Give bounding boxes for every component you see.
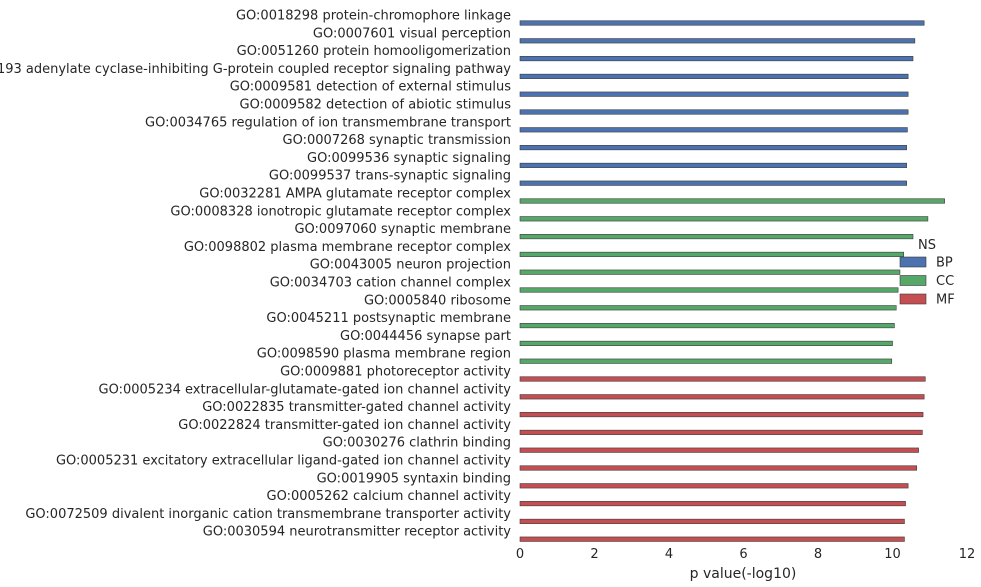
bar-bp — [519, 109, 909, 115]
category-label: GO:0005262 calcium channel activity — [267, 489, 512, 504]
legend-swatch-cc — [899, 275, 927, 286]
x-tick-label: 12 — [959, 547, 976, 562]
bar-mf — [519, 465, 918, 471]
x-tick-label: 4 — [665, 547, 673, 562]
bar-bp — [519, 91, 909, 97]
category-label: GO:0007601 visual perception — [313, 26, 511, 41]
category-label: GO:0051260 protein homooligomerization — [237, 44, 511, 59]
category-label: GO:0005840 ribosome — [364, 293, 511, 308]
bar-mf — [519, 447, 919, 453]
category-label: GO:0018298 protein-chromophore linkage — [236, 9, 511, 24]
x-axis-ticks: 0 2 4 6 8 10 12 — [516, 547, 975, 562]
category-label: GO:0009581 detection of external stimulu… — [230, 80, 512, 95]
legend-label-mf: MF — [936, 293, 955, 308]
bar-bp — [519, 20, 925, 26]
category-label: GO:0034765 regulation of ion transmembra… — [145, 115, 511, 130]
category-label: GO:0043005 neuron projection — [310, 258, 511, 273]
bar-mf — [519, 483, 909, 489]
x-axis-title: p value(-log10) — [690, 566, 797, 582]
legend-label-cc: CC — [936, 274, 954, 289]
bar-bp — [519, 180, 907, 186]
category-label: GO:0007268 synaptic transmission — [283, 133, 511, 148]
bar-bp — [519, 145, 907, 151]
bar-cc — [519, 251, 904, 257]
bar-mf — [519, 536, 905, 542]
category-label: GO:0099536 synaptic signaling — [307, 151, 511, 166]
bar-bp — [519, 38, 916, 44]
category-label: GO:0022835 transmitter-gated channel act… — [202, 400, 511, 415]
bar-mf — [519, 501, 906, 507]
category-label: GO:0098802 plasma membrane receptor comp… — [184, 240, 511, 255]
x-tick-label: 10 — [884, 547, 901, 562]
bar-mf — [519, 394, 925, 400]
category-label: GO:0045211 postsynaptic membrane — [266, 311, 511, 326]
bar-cc — [519, 287, 899, 293]
category-labels: GO:0018298 protein-chromophore linkage GO… — [0, 9, 511, 540]
category-label: GO:0030276 clathrin binding — [323, 436, 511, 451]
category-label: GO:0099537 trans-synaptic signaling — [269, 169, 511, 184]
bar-bp — [519, 162, 907, 168]
category-label: GO:0007193 adenylate cyclase-inhibiting … — [0, 62, 511, 77]
category-label: GO:0019905 syntaxin binding — [317, 471, 511, 486]
bar-cc — [519, 269, 901, 275]
bar-cc — [519, 216, 929, 222]
category-label: GO:0005231 excitatory extracellular liga… — [56, 454, 511, 469]
bar-cc — [519, 234, 914, 240]
bar-bp — [519, 56, 914, 62]
bar-mf — [519, 429, 923, 435]
legend-swatch-mf — [899, 293, 927, 305]
bar-mf — [519, 518, 905, 524]
bar-cc — [519, 198, 945, 204]
category-label: GO:0008328 ionotropic glutamate receptor… — [170, 204, 511, 219]
bar-cc — [519, 340, 893, 346]
x-tick-label: 8 — [814, 547, 822, 562]
category-label: GO:0032281 AMPA glutamate receptor compl… — [199, 187, 511, 202]
bar-cc — [519, 305, 897, 311]
x-tick-label: 0 — [516, 547, 524, 562]
category-label: GO:0072509 divalent inorganic cation tra… — [25, 507, 511, 522]
bar-mf — [519, 412, 924, 418]
category-label: GO:0022824 transmitter-gated ion channel… — [178, 418, 511, 433]
category-label: GO:0009582 detection of abiotic stimulus — [240, 98, 512, 113]
category-label: GO:0097060 synaptic membrane — [294, 222, 511, 237]
bar-cc — [519, 358, 893, 364]
category-label: GO:0030594 neurotransmitter receptor act… — [203, 525, 512, 540]
legend-swatch-bp — [899, 256, 927, 268]
legend-title: NS — [918, 238, 936, 253]
x-tick-label: 6 — [739, 547, 747, 562]
legend-label-bp: BP — [936, 256, 953, 271]
x-tick-label: 2 — [590, 547, 598, 562]
bar-bp — [519, 73, 909, 79]
bar-bp — [519, 127, 908, 133]
bar-mf — [519, 376, 926, 382]
bars — [519, 20, 945, 542]
bar-cc — [519, 323, 895, 329]
category-label: GO:0034703 cation channel complex — [270, 276, 512, 291]
category-label: GO:0098590 plasma membrane region — [257, 347, 511, 362]
category-label: GO:0005234 extracellular-glutamate-gated… — [99, 382, 512, 397]
category-label: GO:0044456 synapse part — [340, 329, 511, 344]
category-label: GO:0009881 photoreceptor activity — [280, 365, 511, 380]
